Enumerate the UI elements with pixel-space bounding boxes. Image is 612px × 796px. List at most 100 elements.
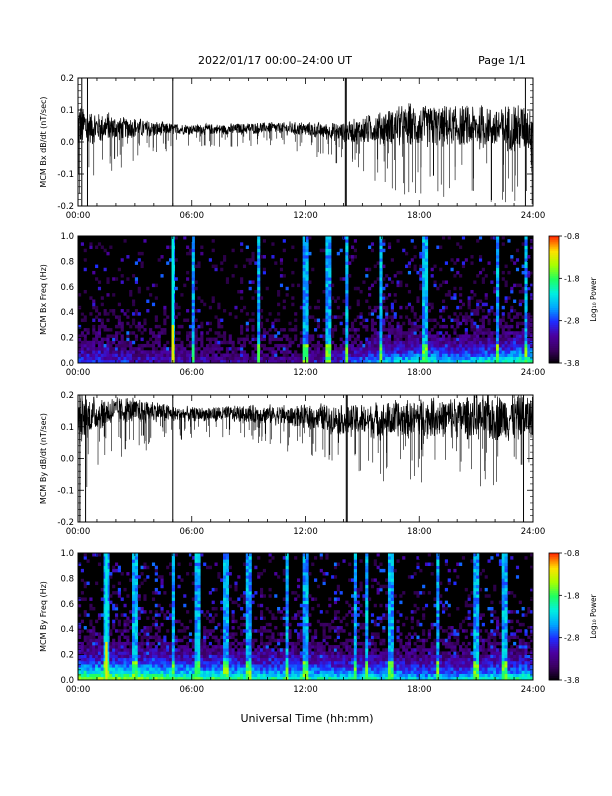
bx_spec-cell bbox=[84, 347, 87, 350]
by_spec-cell bbox=[249, 588, 252, 591]
bx_spec-cell bbox=[340, 277, 343, 280]
bx_spec-cell bbox=[493, 331, 496, 334]
bx_spec-cell bbox=[328, 277, 331, 280]
bx_spec-cell bbox=[422, 315, 425, 318]
by_spec-cell bbox=[303, 617, 306, 620]
by_spec-cell bbox=[220, 629, 223, 632]
by_spec-cell bbox=[115, 651, 118, 654]
bx_spec-cell bbox=[374, 353, 377, 356]
bx_spec-cell bbox=[175, 277, 178, 280]
by_spec-cell bbox=[112, 674, 115, 677]
by_spec-cell bbox=[195, 582, 198, 585]
bx_spec-cell bbox=[436, 287, 439, 290]
bx_spec-cell bbox=[323, 353, 326, 356]
bx_spec-cell bbox=[445, 338, 448, 341]
bx_spec-cell bbox=[254, 290, 257, 293]
bx_spec-cell bbox=[328, 293, 331, 296]
by_spec-cell bbox=[138, 585, 141, 588]
by_spec-cell bbox=[118, 651, 121, 654]
by_spec-cell bbox=[260, 636, 263, 639]
bx_spec-cell bbox=[92, 338, 95, 341]
bx_spec-cell bbox=[220, 268, 223, 271]
by_spec-cell bbox=[141, 582, 144, 585]
bx_spec-cell bbox=[485, 344, 488, 347]
bx_spec-cell bbox=[468, 300, 471, 303]
bx_spec-cell bbox=[186, 338, 189, 341]
by_spec-cell bbox=[300, 674, 303, 677]
by_spec-cell bbox=[149, 674, 152, 677]
bx_spec-cell bbox=[357, 353, 360, 356]
by_spec-cell bbox=[212, 655, 215, 658]
by_spec-cell bbox=[283, 648, 286, 651]
bx_spec-cell bbox=[232, 341, 235, 344]
bx_spec-cell bbox=[507, 347, 510, 350]
by_spec-cell bbox=[189, 639, 192, 642]
by_spec-cell bbox=[115, 670, 118, 673]
by_spec-cell bbox=[223, 617, 226, 620]
by_spec-cell bbox=[155, 566, 158, 569]
bx_spec-cell bbox=[479, 331, 482, 334]
bx_spec-cell bbox=[524, 252, 527, 255]
bx_spec-cell bbox=[328, 236, 331, 239]
by_spec-cell bbox=[303, 670, 306, 673]
by_spec-cell bbox=[149, 636, 152, 639]
by_spec-cell bbox=[223, 636, 226, 639]
bx_spec-cell bbox=[425, 277, 428, 280]
by_spec-cell bbox=[266, 658, 269, 661]
bx_spec-cell bbox=[192, 315, 195, 318]
bx_spec-cell bbox=[175, 306, 178, 309]
by_spec-cell bbox=[215, 563, 218, 566]
by_spec-cell bbox=[178, 645, 181, 648]
bx_spec-cell bbox=[445, 331, 448, 334]
by_spec-cell bbox=[146, 667, 149, 670]
bx_spec-cell bbox=[425, 265, 428, 268]
bx_spec-cell bbox=[286, 287, 289, 290]
bx_spec-cell bbox=[308, 353, 311, 356]
by_spec-cell bbox=[87, 642, 90, 645]
by_spec-cell bbox=[143, 667, 146, 670]
bx_spec-cell bbox=[524, 306, 527, 309]
bx_spec-cell bbox=[510, 331, 513, 334]
bx_spec-cell bbox=[325, 334, 328, 337]
bx_spec-cell bbox=[92, 357, 95, 360]
bx_spec-cell bbox=[354, 341, 357, 344]
bx_spec-cell bbox=[360, 350, 363, 353]
bx_spec-cell bbox=[357, 350, 360, 353]
bx_spec-cell bbox=[317, 344, 320, 347]
bx_spec-cell bbox=[217, 325, 220, 328]
bx_spec-cell bbox=[92, 344, 95, 347]
bx_spec-cell bbox=[476, 353, 479, 356]
bx_spec-cell bbox=[138, 322, 141, 325]
bx_spec-cell bbox=[527, 341, 530, 344]
bx_spec-cell bbox=[476, 347, 479, 350]
bx_spec-cell bbox=[414, 315, 417, 318]
bx_ts-xtick-label: 24:00 bbox=[521, 211, 546, 221]
bx_spec-cell bbox=[524, 338, 527, 341]
by_spec-cell bbox=[89, 597, 92, 600]
by_spec-cell bbox=[217, 664, 220, 667]
by_spec-cell bbox=[143, 563, 146, 566]
bx_spec-cell bbox=[303, 296, 306, 299]
by_spec-cell bbox=[197, 597, 200, 600]
by_spec-cell bbox=[303, 658, 306, 661]
bx_spec-cell bbox=[334, 344, 337, 347]
by_spec-cell bbox=[166, 617, 169, 620]
bx_spec-cell bbox=[357, 357, 360, 360]
bx_spec-cell bbox=[186, 309, 189, 312]
bx_spec-cell bbox=[328, 284, 331, 287]
bx_spec-cell bbox=[223, 309, 226, 312]
bx_spec-cell bbox=[138, 350, 141, 353]
by_spec-cell bbox=[192, 655, 195, 658]
by_spec-cell bbox=[240, 594, 243, 597]
bx_spec-cell bbox=[445, 306, 448, 309]
bx_spec-cell bbox=[496, 322, 499, 325]
bx_spec-cell bbox=[143, 344, 146, 347]
bx_spec-cell bbox=[496, 274, 499, 277]
by_spec-cell bbox=[251, 661, 254, 664]
by_spec-cell bbox=[257, 645, 260, 648]
by_spec-cell bbox=[212, 661, 215, 664]
bx_spec-cell bbox=[135, 350, 138, 353]
bx_spec-cell bbox=[84, 319, 87, 322]
by_spec-cell bbox=[249, 645, 252, 648]
by_spec-cell bbox=[132, 578, 135, 581]
